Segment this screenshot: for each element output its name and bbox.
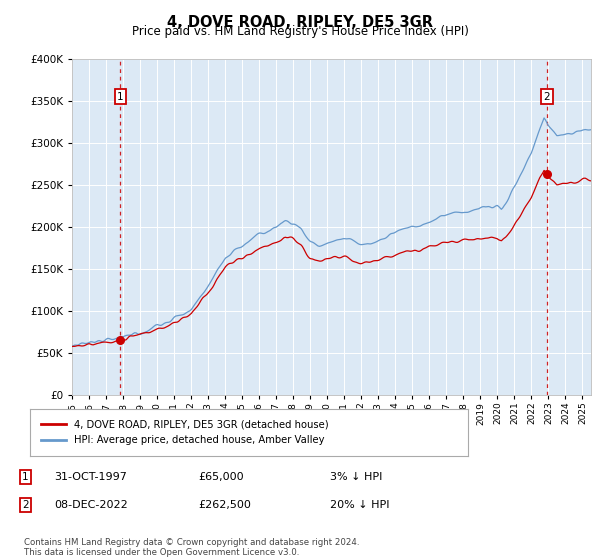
- Text: 2: 2: [544, 92, 550, 101]
- Text: 08-DEC-2022: 08-DEC-2022: [54, 500, 128, 510]
- Text: 4, DOVE ROAD, RIPLEY, DE5 3GR: 4, DOVE ROAD, RIPLEY, DE5 3GR: [167, 15, 433, 30]
- Text: 3% ↓ HPI: 3% ↓ HPI: [330, 472, 382, 482]
- Text: 2: 2: [22, 500, 29, 510]
- Text: 31-OCT-1997: 31-OCT-1997: [54, 472, 127, 482]
- Text: 1: 1: [117, 92, 124, 101]
- Text: £262,500: £262,500: [198, 500, 251, 510]
- Text: Price paid vs. HM Land Registry's House Price Index (HPI): Price paid vs. HM Land Registry's House …: [131, 25, 469, 38]
- Text: 1: 1: [22, 472, 29, 482]
- Text: 20% ↓ HPI: 20% ↓ HPI: [330, 500, 389, 510]
- Text: Contains HM Land Registry data © Crown copyright and database right 2024.
This d: Contains HM Land Registry data © Crown c…: [24, 538, 359, 557]
- Legend: 4, DOVE ROAD, RIPLEY, DE5 3GR (detached house), HPI: Average price, detached hou: 4, DOVE ROAD, RIPLEY, DE5 3GR (detached …: [35, 414, 335, 451]
- Text: £65,000: £65,000: [198, 472, 244, 482]
